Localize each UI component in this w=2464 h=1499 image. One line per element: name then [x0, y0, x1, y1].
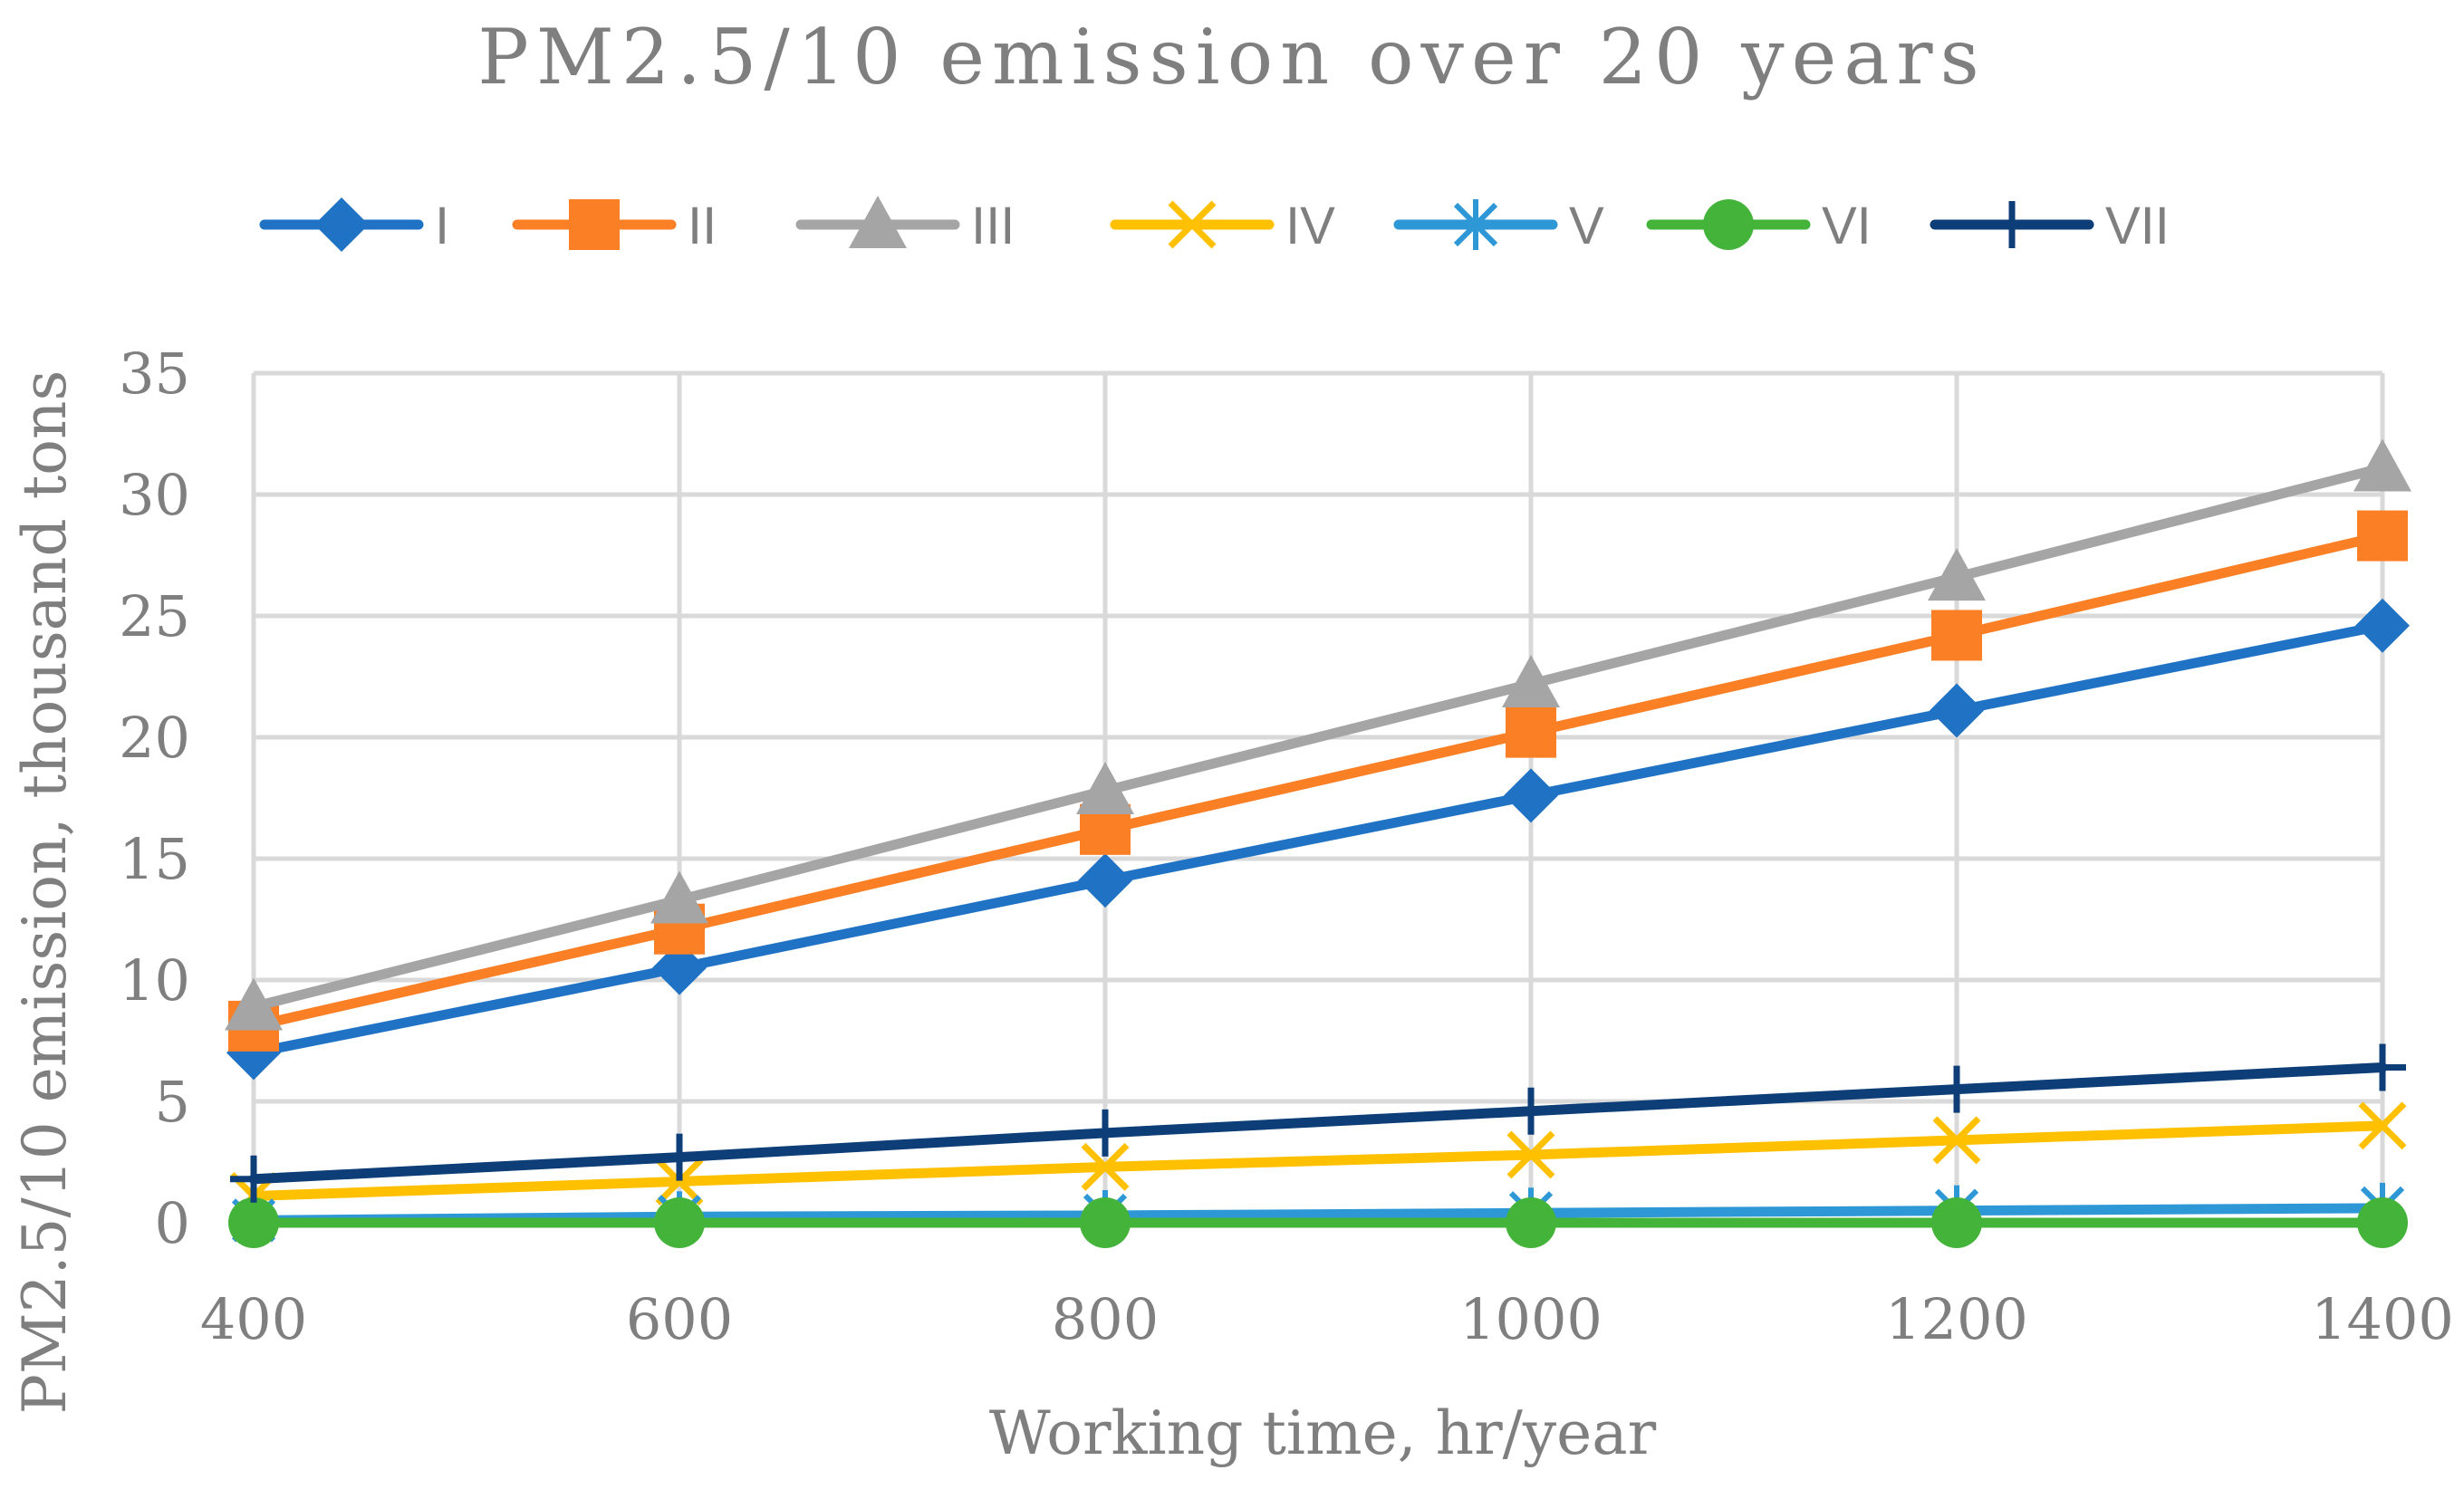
series-line-II — [248, 531, 2388, 1032]
data-point-IV — [1932, 1116, 1981, 1165]
legend-marker-V — [1453, 199, 1498, 250]
y-axis-title: PM2.5/10 emission, thousand tons — [10, 370, 80, 1415]
y-tick-label: 5 — [155, 1069, 190, 1135]
data-point-III — [1076, 761, 1134, 814]
legend-item-I: I — [259, 197, 449, 255]
legend-label: IV — [1285, 197, 1335, 255]
data-point-II — [2357, 510, 2408, 562]
data-point-II — [1506, 706, 1556, 758]
legend-item-VI: VI — [1646, 197, 1872, 255]
data-point-III — [1502, 655, 1560, 708]
series-line-I — [248, 620, 2388, 1058]
data-point-VII — [1933, 1065, 1980, 1113]
data-point-VII — [230, 1155, 277, 1203]
data-point-VII — [1507, 1087, 1554, 1135]
data-point-II — [1931, 610, 1982, 661]
legend: I II III IV V VI VII — [259, 196, 2170, 255]
data-point-IV — [2358, 1101, 2407, 1150]
data-point-VII — [656, 1133, 703, 1181]
data-point-I — [1930, 683, 1984, 738]
chart-title: PM2.5/10 emission over 20 years — [477, 13, 1986, 101]
legend-label: V — [1569, 197, 1604, 255]
data-point-IV — [1081, 1142, 1130, 1191]
series-line-V — [248, 1203, 2388, 1225]
legend-marker-IV — [1168, 200, 1217, 249]
data-point-VII — [1082, 1109, 1129, 1157]
data-point-VI — [228, 1197, 279, 1248]
y-tick-label: 10 — [119, 947, 190, 1014]
series-lines — [225, 438, 2411, 1248]
data-point-III — [2353, 438, 2411, 492]
series-V — [231, 1182, 2405, 1246]
legend-marker-I — [314, 197, 369, 252]
x-axis-ticks: 400 600 800 1000 1200 1400 — [200, 1286, 2454, 1352]
x-tick-label: 1000 — [1459, 1286, 1603, 1352]
series-line-III — [248, 463, 2388, 1012]
data-point-VI — [654, 1197, 705, 1248]
gridlines — [251, 370, 2385, 1225]
x-tick-label: 1400 — [2311, 1286, 2454, 1352]
data-point-III — [650, 870, 708, 924]
data-point-IV — [1506, 1130, 1555, 1179]
series-III — [225, 438, 2411, 1031]
data-point-I — [1504, 768, 1558, 823]
series-line-IV — [248, 1120, 2388, 1202]
x-tick-label: 400 — [200, 1286, 307, 1352]
series-I — [226, 598, 2410, 1081]
data-point-III — [225, 977, 283, 1031]
legend-item-VII: VII — [1930, 197, 2170, 255]
y-axis-ticks: 0 5 10 15 20 25 30 35 — [119, 341, 190, 1256]
legend-item-II: II — [512, 197, 717, 255]
series-II — [228, 510, 2408, 1052]
legend-label: III — [971, 197, 1015, 255]
series-line-VII — [248, 1062, 2388, 1185]
y-tick-label: 20 — [119, 705, 190, 771]
series-VII — [230, 1043, 2406, 1203]
data-point-I — [2355, 598, 2410, 653]
legend-marker-VII — [1988, 201, 2036, 248]
legend-label: I — [435, 197, 449, 255]
legend-label: VI — [1822, 197, 1872, 255]
data-point-VI — [2357, 1197, 2408, 1248]
y-tick-label: 25 — [119, 583, 190, 649]
data-point-III — [1928, 548, 1986, 601]
legend-marker-III — [849, 196, 907, 248]
legend-item-III: III — [795, 196, 1015, 255]
legend-item-IV: IV — [1110, 197, 1335, 255]
legend-item-V: V — [1393, 197, 1604, 255]
x-tick-label: 1200 — [1885, 1286, 2028, 1352]
legend-marker-II — [569, 199, 620, 250]
data-point-VI — [1080, 1197, 1131, 1248]
x-axis-title: Working time, hr/year — [989, 1398, 1657, 1468]
x-tick-label: 600 — [626, 1286, 733, 1352]
y-tick-label: 30 — [119, 462, 190, 528]
legend-marker-VI — [1703, 199, 1754, 250]
y-tick-label: 35 — [119, 341, 190, 407]
data-point-VI — [1931, 1197, 1982, 1248]
y-tick-label: 0 — [155, 1190, 190, 1256]
data-point-I — [1078, 853, 1132, 908]
x-tick-label: 800 — [1052, 1286, 1159, 1352]
data-point-VI — [1506, 1197, 1556, 1248]
y-tick-label: 15 — [119, 826, 190, 892]
legend-label: II — [688, 197, 717, 255]
series-VI — [228, 1197, 2408, 1248]
data-point-VII — [2359, 1043, 2406, 1091]
data-point-IV — [655, 1157, 704, 1206]
legend-label: VII — [2105, 197, 2170, 255]
